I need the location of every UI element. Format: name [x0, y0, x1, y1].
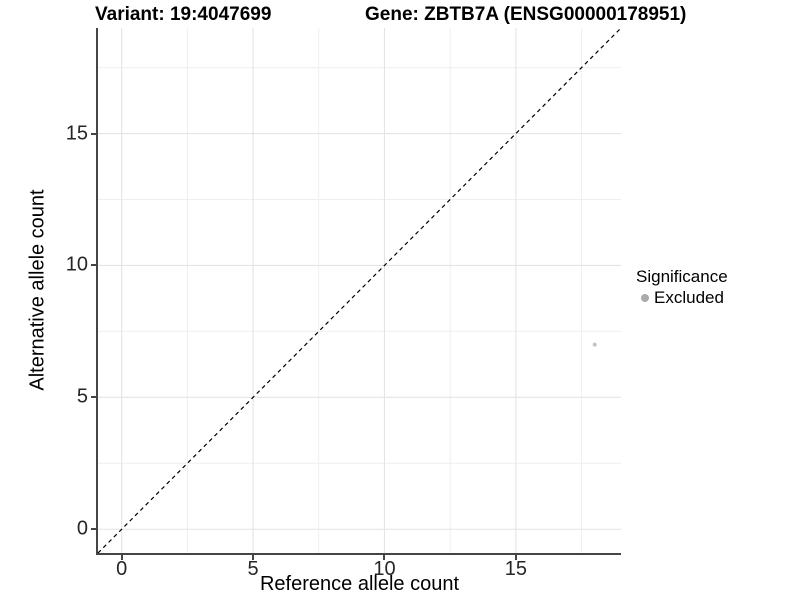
- x-axis-label: Reference allele count: [259, 573, 460, 595]
- x-axis-tick: [252, 555, 255, 560]
- plot-title-variant: Variant: 19:4047699: [95, 4, 272, 25]
- y-axis-tick: [91, 396, 96, 399]
- x-axis-tick: [383, 555, 386, 560]
- x-tick-label: 15: [504, 558, 527, 580]
- x-tick-label: 0: [116, 558, 128, 580]
- legend-title: Significance: [636, 267, 728, 286]
- plot-panel: [96, 28, 621, 555]
- y-axis-tick: [91, 264, 96, 267]
- data-point: [592, 342, 597, 347]
- x-tick-label: 10: [373, 558, 396, 580]
- x-axis-tick: [514, 555, 517, 560]
- y-axis-label: Alternative allele count: [26, 189, 49, 391]
- plot-title-gene: Gene: ZBTB7A (ENSG00000178951): [365, 4, 687, 25]
- x-tick-label: 5: [247, 558, 259, 580]
- y-tick-label: 10: [65, 253, 88, 276]
- legend: Significance Excluded: [636, 266, 728, 308]
- legend-item: Excluded: [636, 287, 728, 308]
- y-tick-label: 5: [76, 385, 88, 408]
- y-tick-label: 15: [65, 122, 88, 145]
- y-tick-label: 0: [76, 517, 88, 540]
- y-axis-tick: [91, 132, 96, 135]
- y-axis-tick: [91, 528, 96, 531]
- panel-canvas: [98, 28, 621, 553]
- legend-point-icon: [641, 293, 649, 302]
- identity-line: [98, 28, 621, 553]
- legend-item-label: Excluded: [654, 288, 724, 307]
- x-axis-tick: [120, 555, 123, 560]
